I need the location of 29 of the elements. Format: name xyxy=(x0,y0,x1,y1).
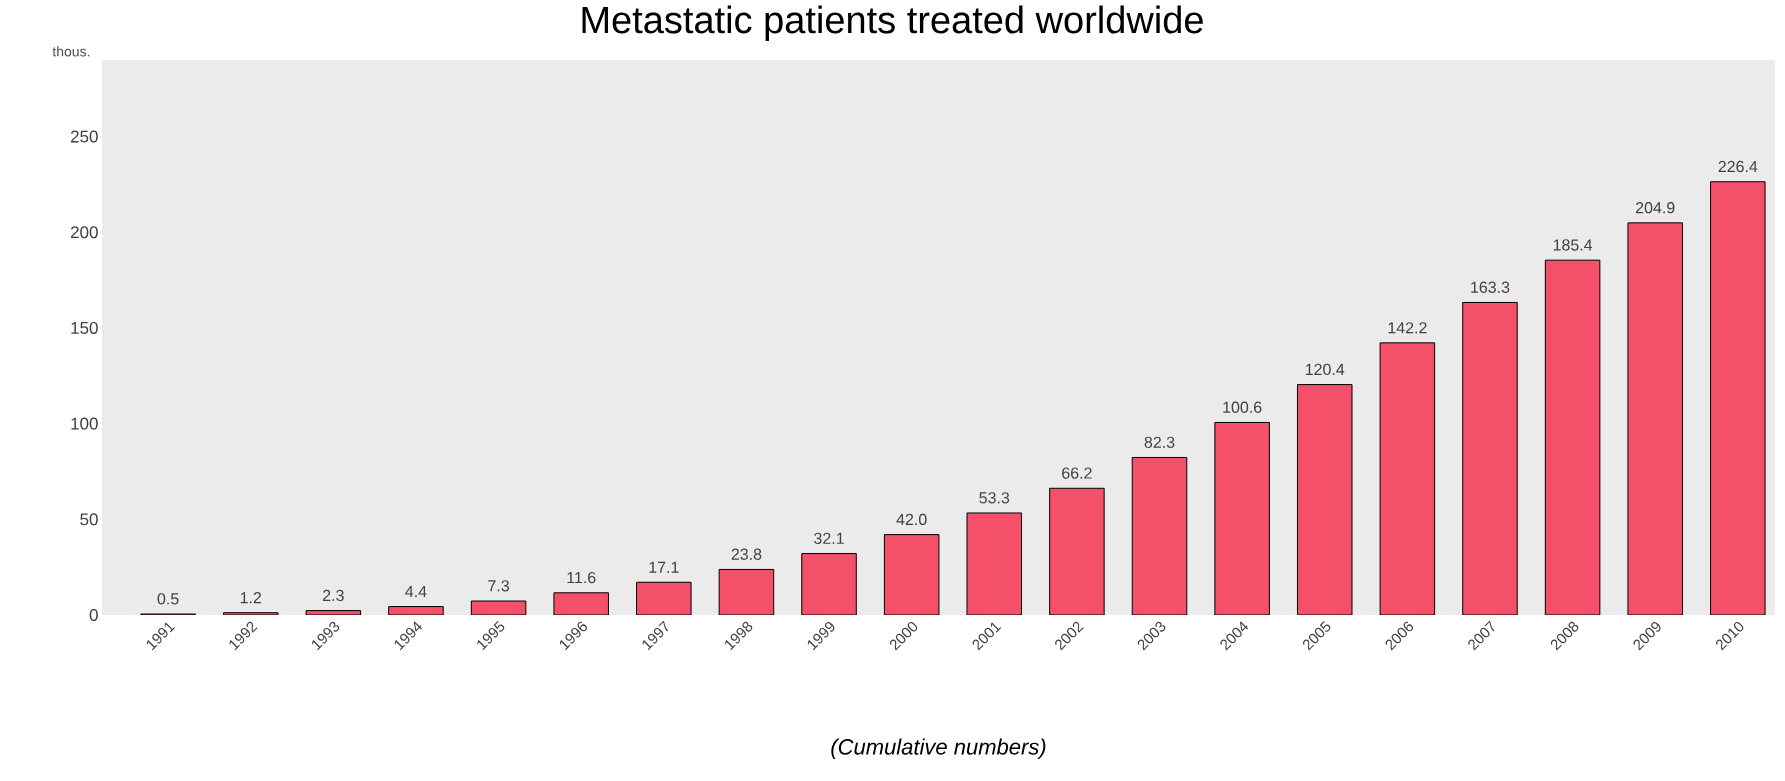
data-label: 100.6 xyxy=(1223,401,1262,413)
x-axis-title: (Cumulative numbers) xyxy=(831,738,1046,760)
data-label: 17.1 xyxy=(649,561,679,573)
data-label: 7.3 xyxy=(488,580,509,592)
y-tick-label: 150 xyxy=(71,321,98,334)
data-label: 185.4 xyxy=(1553,239,1593,251)
data-label: 23.8 xyxy=(731,548,762,560)
y-tick-label: 250 xyxy=(70,130,98,143)
data-label: 163.3 xyxy=(1471,281,1510,293)
data-label: 226.4 xyxy=(1718,160,1758,173)
data-label: 11.6 xyxy=(567,571,596,584)
data-label: 142.2 xyxy=(1388,322,1427,334)
y-tick-label: 0 xyxy=(89,608,98,622)
y-axis-title: thous. xyxy=(52,46,90,57)
data-label: 120.4 xyxy=(1305,363,1345,376)
data-label: 42.0 xyxy=(896,513,927,526)
data-label: 66.2 xyxy=(1062,467,1092,479)
data-label: 4.4 xyxy=(405,586,427,598)
y-tick-label: 200 xyxy=(70,226,98,239)
data-label: 32.1 xyxy=(814,532,844,545)
y-tick-label: 50 xyxy=(80,513,98,526)
data-label: 204.9 xyxy=(1635,202,1675,214)
y-tick-label: 100 xyxy=(71,417,98,430)
data-label: 53.3 xyxy=(979,492,1010,504)
data-label: 2.3 xyxy=(323,589,344,602)
data-label: 1.2 xyxy=(240,591,262,604)
data-label: 0.5 xyxy=(157,593,179,605)
chart-title: Metastatic patients treated worldwide xyxy=(582,5,1203,41)
data-label: 82.3 xyxy=(1144,436,1175,448)
